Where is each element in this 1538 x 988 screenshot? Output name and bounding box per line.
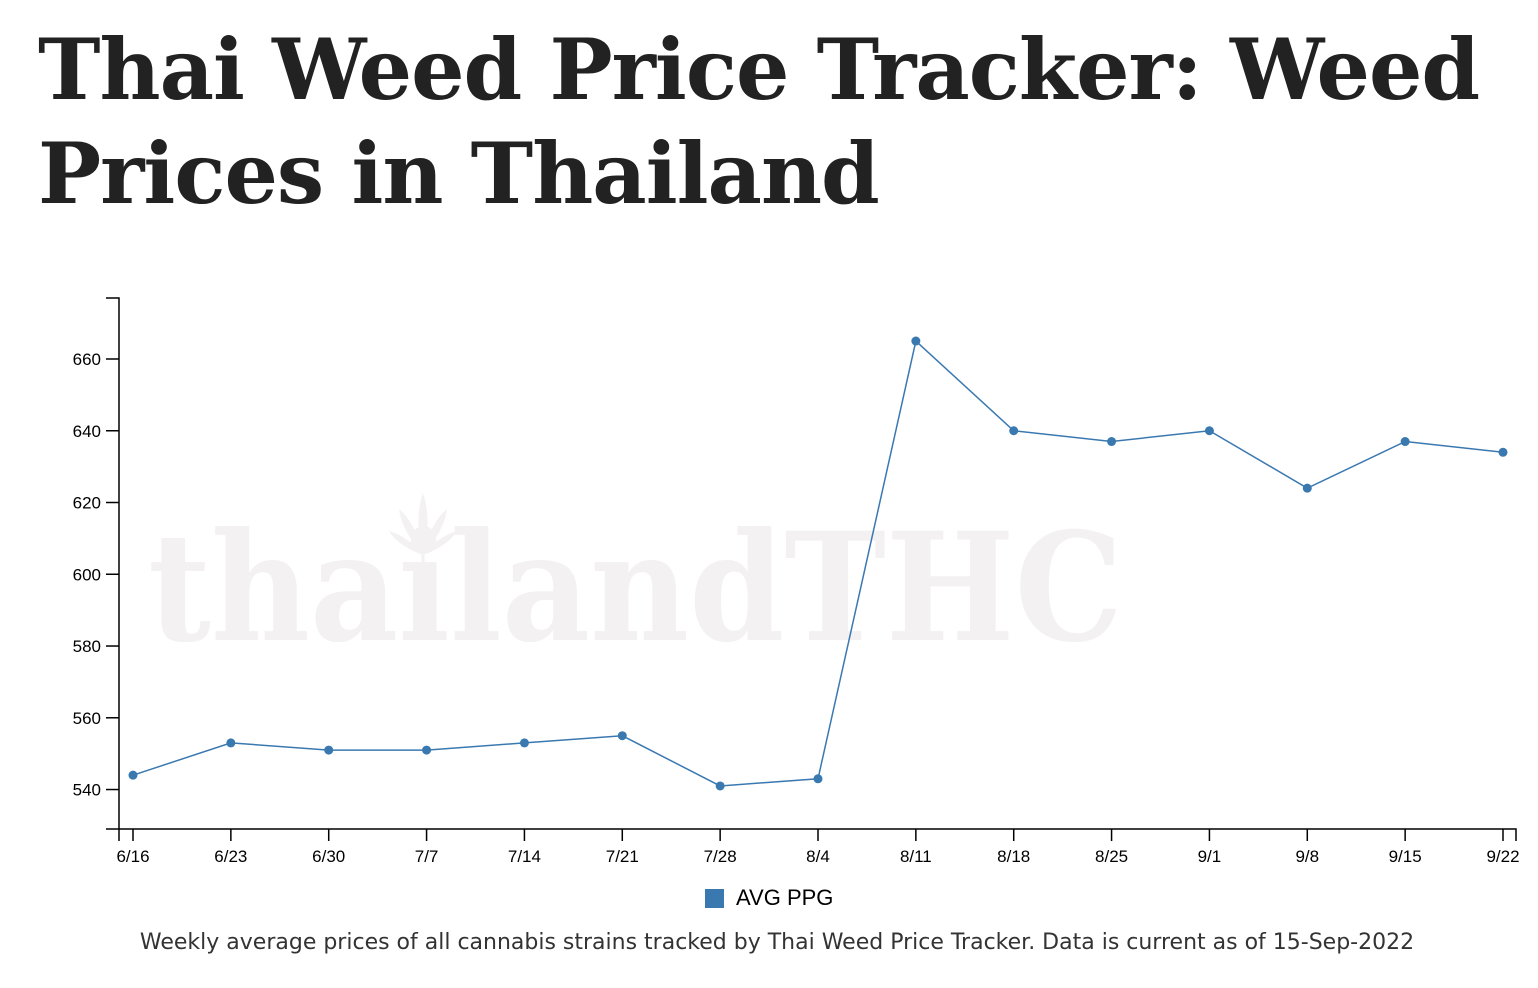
y-axis-line (106, 297, 120, 830)
legend-label: AVG PPG (736, 885, 834, 910)
cannabis-leaf-icon (389, 493, 457, 563)
page-title: Thai Weed Price Tracker: Weed Prices in … (38, 20, 1480, 223)
y-tick-label: 620 (73, 494, 101, 513)
x-tick-label: 9/15 (1389, 847, 1422, 866)
x-tick-label: 7/7 (415, 847, 439, 866)
data-point (1009, 426, 1019, 436)
x-tick-label: 8/18 (997, 847, 1030, 866)
y-tick-label: 540 (73, 781, 101, 800)
data-point (911, 336, 921, 346)
x-tick-label: 9/1 (1198, 847, 1222, 866)
y-tick-label: 600 (73, 565, 101, 584)
x-tick-label: 8/25 (1095, 847, 1128, 866)
x-tick-label: 6/23 (214, 847, 247, 866)
legend-swatch (705, 888, 724, 908)
x-tick-label: 8/4 (806, 847, 830, 866)
x-tick-label: 9/8 (1295, 847, 1319, 866)
watermark-text: thailandTHC (148, 500, 1123, 676)
data-point (1107, 437, 1117, 447)
data-point (422, 745, 432, 755)
x-tick-label: 8/11 (900, 847, 932, 866)
data-point (1498, 447, 1508, 457)
x-tick-label: 7/28 (704, 847, 737, 866)
y-tick-label: 580 (73, 637, 101, 656)
data-point (715, 781, 725, 791)
data-point (813, 774, 823, 784)
y-tick-label: 640 (73, 422, 101, 441)
x-tick-label: 6/30 (312, 847, 345, 866)
data-point (128, 770, 138, 780)
data-point (226, 738, 236, 748)
x-tick-label: 9/22 (1486, 847, 1519, 866)
y-tick-label: 560 (73, 709, 101, 728)
watermark: thailandTHC (148, 493, 1123, 676)
data-point (519, 738, 529, 748)
legend: AVG PPG (705, 884, 833, 912)
chart-svg: thailandTHC 540 560 580 600 620 640 660 6/16 6/2… (73, 297, 1520, 866)
x-tick-label: 7/21 (606, 847, 639, 866)
x-tick-label: 7/14 (508, 847, 541, 866)
data-point (617, 731, 627, 741)
x-tick-label: 6/16 (116, 847, 149, 866)
data-point (1204, 426, 1214, 436)
y-tick-label: 660 (73, 350, 101, 369)
data-point (1302, 483, 1312, 493)
chart-caption: Weekly average prices of all cannabis st… (139, 930, 1415, 955)
data-point (1400, 437, 1410, 447)
data-point (324, 745, 334, 755)
